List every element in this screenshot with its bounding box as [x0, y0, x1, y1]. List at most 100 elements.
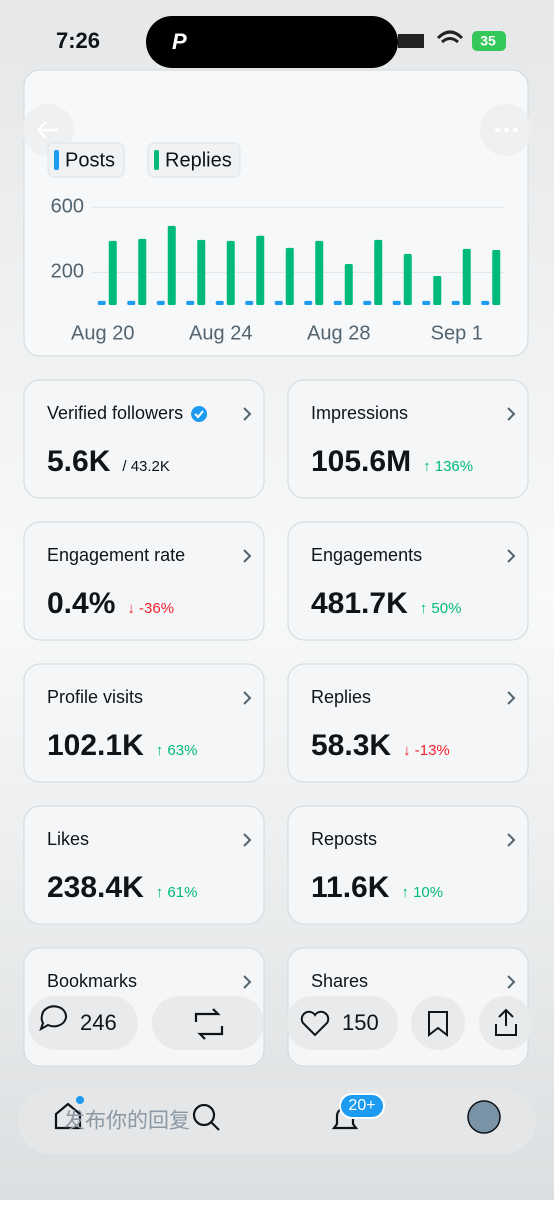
chevron: [243, 833, 252, 847]
metric-card[interactable]: [287, 663, 529, 783]
bar: [333, 300, 342, 305]
legend-label: Posts: [65, 149, 115, 171]
bar: [167, 225, 176, 305]
metric-card[interactable]: [287, 521, 529, 641]
badge: [339, 1093, 385, 1119]
reply-icon: [39, 1005, 67, 1032]
bar: [138, 238, 147, 305]
search-handle: [210, 1121, 220, 1131]
reply-button[interactable]: [28, 996, 138, 1050]
status-time: 7:26: [56, 28, 100, 53]
legend: Posts Replies: [47, 142, 241, 178]
bar: [304, 300, 313, 305]
metric-card[interactable]: [23, 805, 265, 925]
legend-label: Replies: [165, 149, 232, 171]
chevron: [243, 975, 252, 989]
battery-level: 35: [480, 33, 496, 49]
reply-count: 246: [80, 1010, 117, 1035]
compose-placeholder: 发布你的回复: [64, 1110, 190, 1133]
metric-change: ↑ 136%: [423, 458, 473, 475]
x-tick-label: Sep 1: [431, 322, 483, 344]
back-arrow: [37, 121, 58, 139]
metric-value: 481.7K: [311, 587, 408, 620]
badge-count: 20+: [348, 1097, 375, 1114]
chart-card: [23, 69, 529, 357]
bar: [245, 300, 254, 305]
metric-change: ↓ -36%: [127, 600, 174, 617]
metric-value: 102.1K: [47, 729, 144, 762]
y-tick-label: 600: [51, 196, 84, 218]
like-button[interactable]: [286, 996, 398, 1050]
chevron: [507, 407, 516, 421]
compose-bar[interactable]: [18, 1088, 536, 1154]
chart: 200 600 Aug 20 Aug 24 Aug 28 Sep 1: [51, 196, 505, 344]
signal-icon: [398, 34, 424, 48]
bar: [462, 248, 471, 305]
chevron: [507, 975, 516, 989]
bar: [197, 239, 206, 305]
metric-label: Bookmarks: [47, 971, 137, 991]
bar: [363, 300, 372, 305]
metric-label: Replies: [311, 687, 371, 707]
search-icon[interactable]: [192, 1103, 216, 1127]
legend-item: [147, 142, 241, 178]
metric-change: ↓ -13%: [403, 742, 450, 759]
metric-value: 11.6K: [311, 871, 390, 904]
metric-label: Profile visits: [47, 687, 143, 707]
share-icon: [495, 1008, 517, 1036]
x-tick-label: Aug 28: [307, 322, 370, 344]
bar: [403, 253, 412, 305]
bar: [451, 300, 460, 305]
metric-change: ↑ 50%: [420, 600, 462, 617]
bar: [392, 300, 401, 305]
bar: [186, 300, 195, 305]
metric-value: 105.6M: [311, 445, 411, 478]
metric-change: ↑ 61%: [156, 884, 198, 901]
bookmark-icon: [428, 1011, 448, 1038]
bar: [226, 240, 235, 305]
metric-card[interactable]: [23, 379, 265, 499]
bar: [256, 235, 265, 305]
bar: [285, 247, 294, 305]
metric-change: ↑ 10%: [401, 884, 443, 901]
bar: [108, 240, 117, 305]
bar: [127, 300, 136, 305]
repost-icon: [194, 1008, 224, 1040]
metric-label: Shares: [311, 971, 368, 991]
chevron: [507, 691, 516, 705]
metric-change: ↑ 63%: [156, 742, 198, 759]
dynamic-island: [146, 16, 398, 68]
metric-label: Impressions: [311, 403, 408, 423]
metric-label: Reposts: [311, 829, 377, 849]
like-count: 150: [342, 1010, 379, 1035]
home-dot: [76, 1096, 84, 1104]
chevron: [507, 549, 516, 563]
metric-label: Engagement rate: [47, 545, 185, 565]
metric-label: Likes: [47, 829, 89, 849]
repost-button[interactable]: [152, 996, 264, 1050]
metric-card[interactable]: [287, 805, 529, 925]
legend-swatch: [154, 150, 159, 170]
avatar[interactable]: [467, 1100, 501, 1134]
bar: [274, 300, 283, 305]
verified-check: [194, 410, 204, 419]
bar: [344, 263, 353, 305]
bar: [422, 300, 431, 305]
metric-value: 5.6K: [47, 445, 111, 478]
chevron: [243, 549, 252, 563]
bar: [433, 276, 442, 305]
bar: [97, 300, 106, 305]
metric-card[interactable]: [287, 379, 529, 499]
metric-card[interactable]: [23, 663, 265, 783]
bar: [481, 300, 490, 305]
bar: [492, 249, 501, 305]
legend-item: [47, 142, 125, 178]
metric-card[interactable]: [23, 521, 265, 641]
chevron: [243, 407, 252, 421]
chevron: [507, 833, 516, 847]
bookmark-button[interactable]: [411, 996, 465, 1050]
metric-value: 238.4K: [47, 871, 144, 904]
wifi-icon: [436, 30, 464, 44]
home-icon: [54, 1102, 82, 1130]
island-icon: P: [172, 29, 187, 54]
